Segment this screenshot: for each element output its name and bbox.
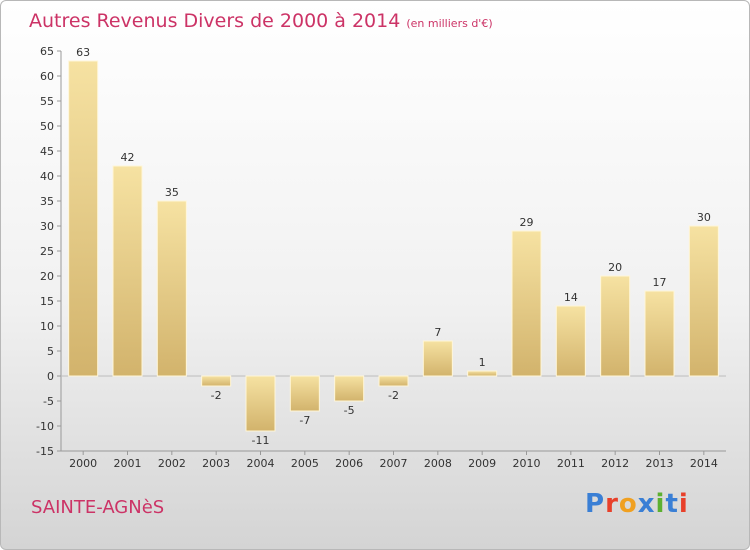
x-tick-label: 2006 — [335, 457, 363, 470]
bar-2011 — [555, 305, 586, 377]
data-label-2014: 30 — [697, 211, 711, 224]
x-tick-label: 2008 — [424, 457, 452, 470]
data-label-2002: 35 — [165, 186, 179, 199]
bar-2004 — [245, 375, 276, 432]
data-label-2007: -2 — [388, 389, 399, 402]
y-tick-label: 45 — [40, 145, 54, 158]
bar-2001 — [112, 165, 143, 377]
x-tick-label: 2001 — [114, 457, 142, 470]
y-tick-label: 25 — [40, 245, 54, 258]
bar-2006 — [334, 375, 365, 402]
data-label-2000: 63 — [76, 46, 90, 59]
x-tick-label: 2011 — [557, 457, 585, 470]
y-tick-label: 10 — [40, 320, 54, 333]
x-tick-label: 2004 — [247, 457, 275, 470]
bar-2010 — [511, 230, 542, 377]
logo-letter: P — [585, 489, 606, 519]
x-tick-label: 2013 — [646, 457, 674, 470]
x-tick-label: 2012 — [601, 457, 629, 470]
logo-letter: i — [678, 489, 689, 519]
logo-letter: r — [605, 489, 619, 519]
y-tick-label: 15 — [40, 295, 54, 308]
data-labels: 63 42 35 -2 -11 -7 -5 -2 7 1 29 14 20 17 30 — [76, 46, 711, 447]
x-tick-label: 2009 — [468, 457, 496, 470]
bar-2005 — [289, 375, 320, 412]
data-label-2004: -11 — [252, 434, 270, 447]
data-label-2011: 14 — [564, 291, 578, 304]
y-tick-label: 60 — [40, 70, 54, 83]
bar-2000 — [68, 60, 99, 377]
logo-letter: o — [618, 489, 638, 519]
y-tick-label: 65 — [40, 45, 54, 58]
data-label-2010: 29 — [520, 216, 534, 229]
bar-2012 — [600, 275, 631, 377]
logo-letter: t — [665, 489, 679, 519]
y-tick-label: -15 — [36, 445, 54, 458]
bar-2014 — [688, 225, 719, 377]
chart-unit: (en milliers d'€) — [406, 17, 493, 30]
x-tick-label: 2002 — [158, 457, 186, 470]
y-tick-label: 20 — [40, 270, 54, 283]
logo-letter: i — [655, 489, 666, 519]
data-label-2013: 17 — [653, 276, 667, 289]
y-tick-label: -10 — [36, 420, 54, 433]
data-label-2006: -5 — [344, 404, 355, 417]
proxiti-logo: Proxiti — [585, 489, 689, 519]
data-label-2003: -2 — [211, 389, 222, 402]
x-tick-label: 2000 — [69, 457, 97, 470]
y-tick-label: 50 — [40, 120, 54, 133]
data-label-2005: -7 — [299, 414, 310, 427]
bar-2008 — [422, 340, 453, 377]
chart-title-text: Autres Revenus Divers de 2000 à 2014 — [29, 10, 401, 32]
commune-name: SAINTE-AGNèS — [31, 497, 165, 518]
x-tick-label: 2010 — [513, 457, 541, 470]
y-tick-label: 55 — [40, 95, 54, 108]
y-tick-label: -5 — [43, 395, 54, 408]
y-tick-label: 0 — [47, 370, 54, 383]
x-tick-label: 2005 — [291, 457, 319, 470]
data-label-2009: 1 — [479, 356, 486, 369]
bar-2007 — [378, 375, 409, 387]
bar-2003 — [201, 375, 232, 387]
data-label-2012: 20 — [608, 261, 622, 274]
logo-letter: x — [637, 489, 656, 519]
data-label-2001: 42 — [121, 151, 135, 164]
data-label-2008: 7 — [434, 326, 441, 339]
x-tick-label: 2003 — [202, 457, 230, 470]
chart-title: Autres Revenus Divers de 2000 à 2014 (en … — [29, 10, 493, 32]
x-tick-label: 2007 — [380, 457, 408, 470]
bar-2013 — [644, 290, 675, 377]
y-tick-label: 40 — [40, 170, 54, 183]
y-tick-label: 35 — [40, 195, 54, 208]
y-tick-label: 5 — [47, 345, 54, 358]
bar-2002 — [156, 200, 187, 377]
y-tick-label: 30 — [40, 220, 54, 233]
bars — [68, 60, 719, 432]
x-tick-label: 2014 — [690, 457, 718, 470]
bar-2009 — [467, 370, 498, 377]
